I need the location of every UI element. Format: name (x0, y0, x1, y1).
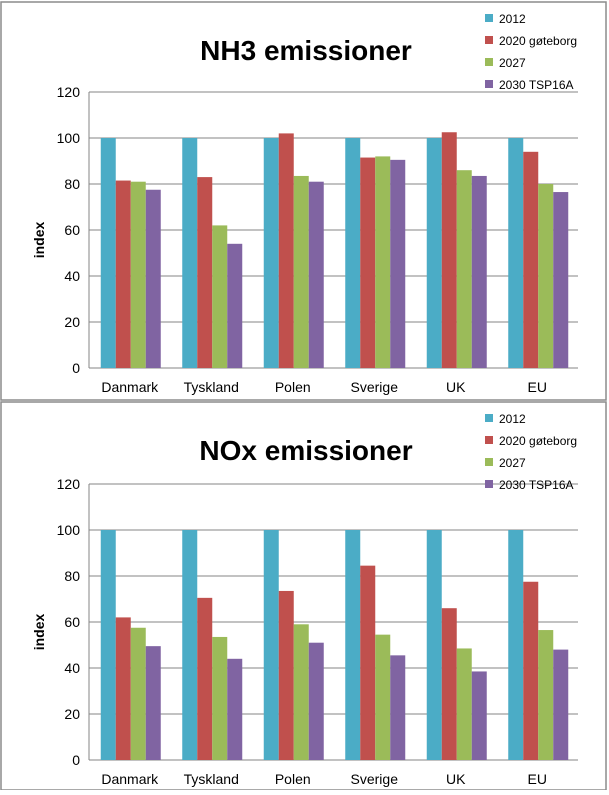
bar (456, 648, 472, 760)
y-tick-label: 120 (57, 476, 81, 492)
bar (212, 636, 228, 760)
x-tick-label: Sverige (351, 379, 399, 395)
x-tick-label: UK (446, 379, 466, 395)
y-tick-label: 80 (64, 176, 80, 192)
bar (471, 175, 487, 368)
chart-title: NOx emissioner (199, 435, 412, 466)
y-tick-label: 40 (64, 268, 80, 284)
bar (293, 624, 309, 760)
bar (375, 634, 391, 760)
y-axis-label: index (31, 222, 47, 259)
bar (456, 170, 472, 368)
x-tick-label: Danmark (101, 379, 159, 395)
bar (390, 159, 406, 368)
bar (227, 243, 243, 368)
legend-swatch (485, 414, 493, 422)
legend-label: 2020 gøteborg (499, 434, 577, 448)
y-tick-label: 80 (64, 568, 80, 584)
x-tick-label: EU (528, 771, 547, 787)
bar (538, 630, 554, 760)
bar (360, 565, 376, 760)
bar (263, 138, 279, 368)
legend-label: 2027 (499, 56, 526, 70)
legend-swatch (485, 436, 493, 444)
x-tick-label: Sverige (351, 771, 399, 787)
chart-2: 0 20 40 60 80 100 120 Danmark Tyskland Polen Sveri… (0, 401, 607, 791)
bar (508, 530, 524, 760)
x-tick-label: Danmark (101, 771, 159, 787)
bar (345, 138, 361, 368)
legend-swatch (485, 80, 493, 88)
bar (553, 192, 569, 368)
bar (553, 649, 569, 760)
legend-swatch (485, 36, 493, 44)
x-tick-label: EU (528, 379, 547, 395)
bar (227, 658, 243, 760)
y-tick-label: 100 (57, 522, 81, 538)
y-tick-label: 0 (72, 752, 80, 768)
y-tick-label: 40 (64, 660, 80, 676)
bar (263, 530, 279, 760)
y-tick-label: 20 (64, 314, 80, 330)
legend-swatch (485, 480, 493, 488)
bar (182, 530, 198, 760)
x-tick-label: Tyskland (184, 771, 239, 787)
bar (360, 157, 376, 368)
bar (538, 184, 554, 368)
bar (471, 671, 487, 760)
bar (390, 655, 406, 760)
chart-title: NH3 emissioner (200, 35, 412, 66)
bar (278, 133, 294, 368)
bar (441, 132, 457, 368)
bar (100, 530, 116, 760)
x-tick-label: Tyskland (184, 379, 239, 395)
legend-label: 2027 (499, 456, 526, 470)
bar (197, 177, 213, 368)
bar (426, 138, 442, 368)
bar (130, 627, 146, 760)
bar (115, 617, 131, 760)
y-tick-label: 120 (57, 84, 81, 100)
bar (308, 181, 324, 368)
bar (212, 225, 228, 368)
y-tick-label: 100 (57, 130, 81, 146)
legend-label: 2012 (499, 12, 526, 26)
bar (308, 642, 324, 760)
chart-1: 0 20 40 60 80 100 120 Danmark Tyskland Polen Sveri… (0, 1, 607, 401)
bar (115, 180, 131, 368)
y-tick-label: 20 (64, 706, 80, 722)
bar (197, 597, 213, 760)
legend-label: 2012 (499, 412, 526, 426)
x-tick-label: UK (446, 771, 466, 787)
legend-label: 2020 gøteborg (499, 34, 577, 48)
y-axis-label: index (31, 614, 47, 651)
y-tick-label: 60 (64, 222, 80, 238)
bar (182, 138, 198, 368)
bar (523, 151, 539, 368)
legend-label: 2030 TSP16A (499, 78, 574, 92)
bar (293, 175, 309, 368)
bar (130, 181, 146, 368)
bar (345, 530, 361, 760)
legend-swatch (485, 458, 493, 466)
y-tick-label: 60 (64, 614, 80, 630)
y-tick-label: 0 (72, 360, 80, 376)
bar (145, 646, 161, 760)
bar (508, 138, 524, 368)
bar (100, 138, 116, 368)
legend-swatch (485, 14, 493, 22)
bar (145, 189, 161, 368)
x-tick-label: Polen (275, 379, 311, 395)
legend-swatch (485, 58, 493, 66)
bar (375, 156, 391, 368)
bar (426, 530, 442, 760)
bar (278, 590, 294, 760)
legend-label: 2030 TSP16A (499, 478, 574, 492)
bar (523, 581, 539, 760)
x-tick-label: Polen (275, 771, 311, 787)
bar (441, 608, 457, 760)
